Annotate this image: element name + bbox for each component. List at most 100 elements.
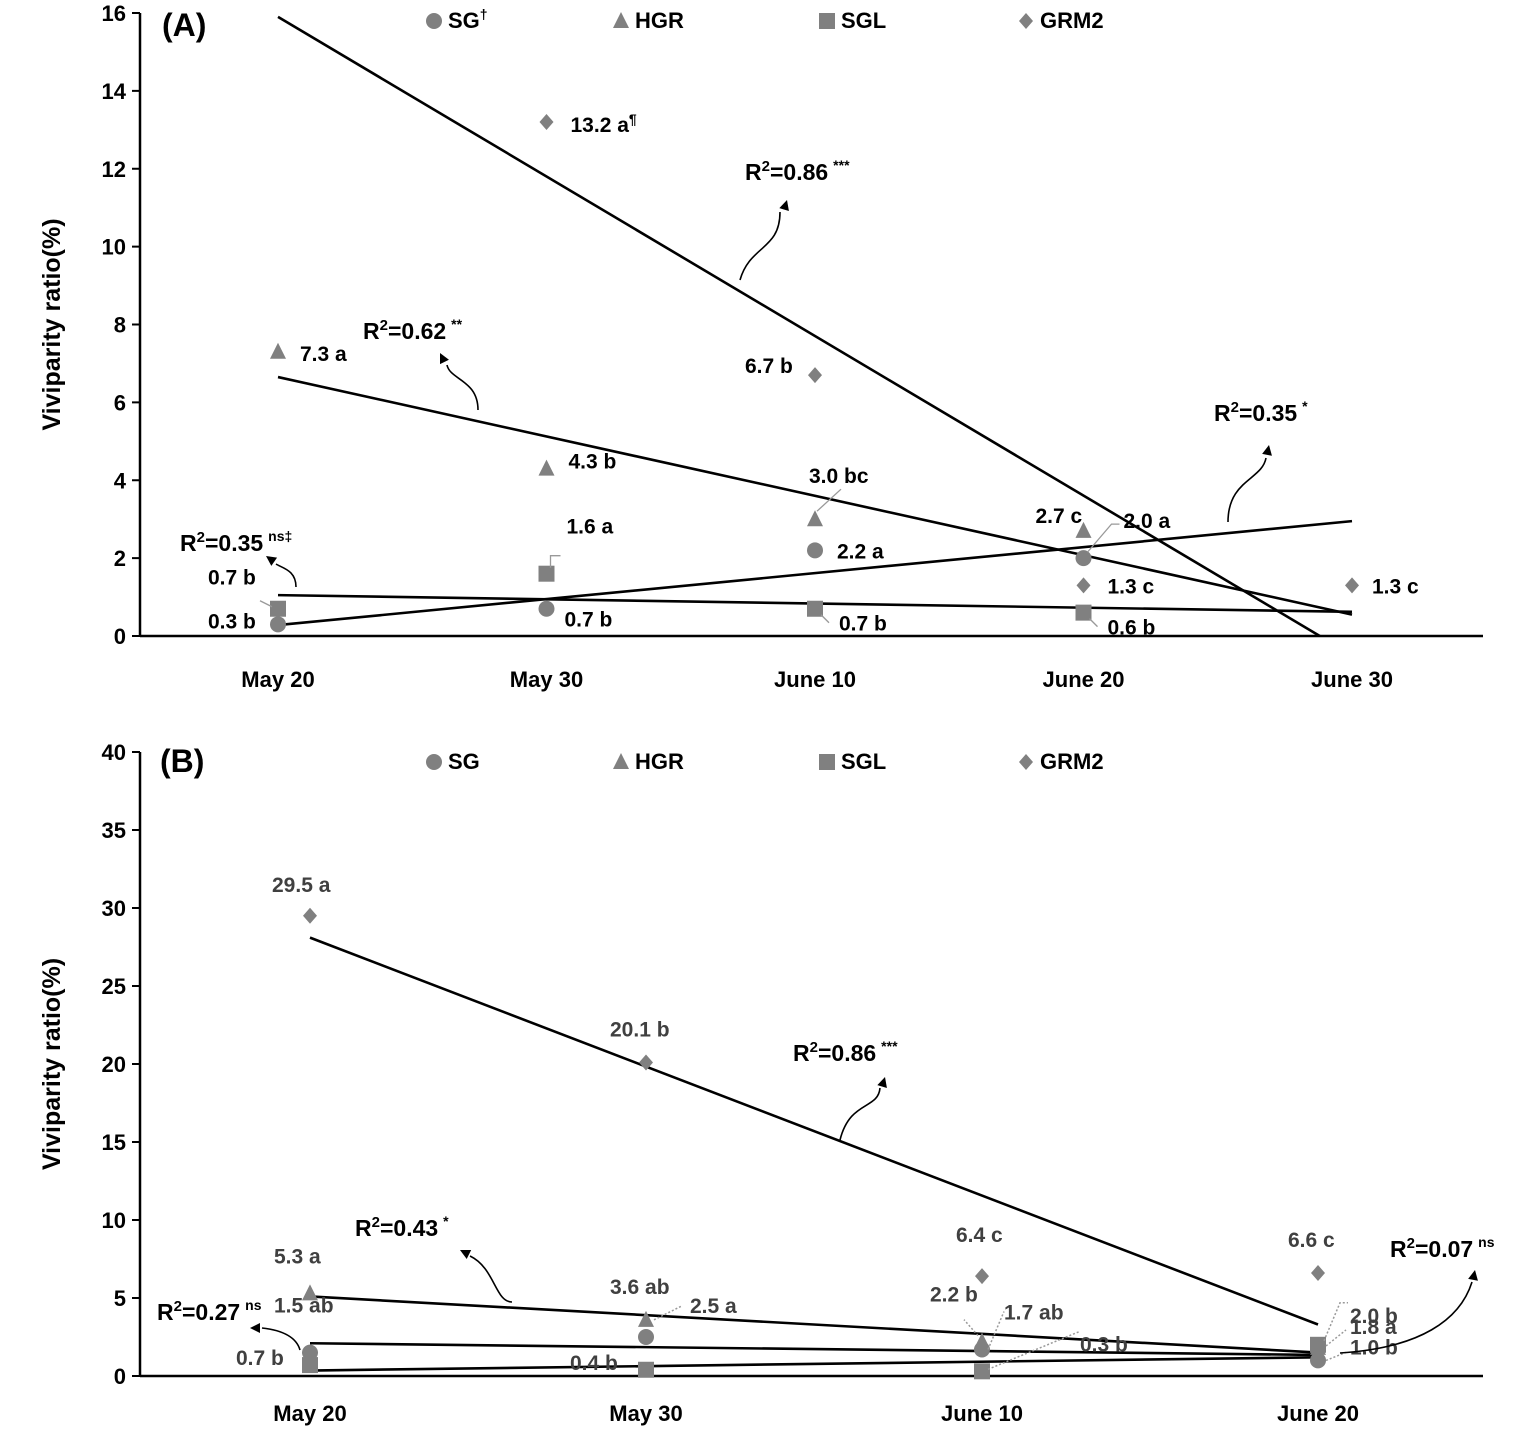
point-label: 2.0 a [1124,510,1171,533]
annotation-arrow-line [739,211,781,281]
trend-line [309,936,1319,1326]
grm2-point [1345,577,1359,594]
point-label: 2.7 c [1036,505,1083,528]
sg-point [807,542,823,559]
point-label: 0.7 b [236,1347,284,1370]
point-label: 1.7 ab [1004,1301,1064,1324]
sg-point [1310,1352,1326,1369]
trend-line-grm2 [277,15,1321,638]
y-axis-label: Viviparity ratio(%) [38,958,66,1170]
r2-annotation: R2=0.07 ns [1390,1234,1495,1262]
point-label: 2.2 a [837,540,884,563]
x-tick-label: June 20 [1277,1401,1359,1426]
point-label: 0.7 b [208,567,256,590]
point-label: 0.4 b [570,1352,618,1375]
y-tick-label: 40 [102,740,126,765]
point-label: 2.2 b [930,1284,978,1307]
sgl-point [807,600,823,617]
chart-panel-b: 0 5 10 15 20 25 30 35 40 May 20 May 30 June 10 June … [38,740,1495,1426]
leader-line [1325,1351,1347,1362]
point-label: 3.0 bc [809,465,869,488]
point-label: 1.5 ab [274,1295,334,1318]
sg-point [638,1329,654,1345]
y-tick-label: 35 [102,818,126,843]
point-label: 1.8 a [1350,1316,1397,1339]
sgl-point [638,1361,654,1378]
annotation-arrow-line [1339,1281,1473,1354]
y-tick-label: 16 [102,1,126,26]
y-tick-label: 12 [102,157,126,182]
trend-line [309,1341,1319,1357]
sgl-point [302,1357,318,1374]
point-label: 6.7 b [745,355,793,378]
leader-line [1325,1329,1347,1347]
legend-marker-sgl [819,754,835,770]
leader-line [963,1319,979,1337]
y-tick-label: 20 [102,1052,126,1077]
sg-point [538,600,555,617]
sgl-point [974,1363,990,1380]
grm2-point [539,114,554,131]
y-tick-label: 0 [114,624,126,649]
hgr-point [974,1332,990,1349]
leader-line [1089,618,1098,628]
point-label: 5.3 a [274,1245,321,1268]
leader-line [987,1330,1081,1371]
point-label: 0.3 b [208,610,256,633]
y-tick-label: 10 [102,235,126,260]
annotation-arrow-head [779,200,789,212]
legend-label: SG [448,749,480,774]
point-label: 1.3 c [1372,575,1419,598]
annotation-arrow-line [261,1327,301,1351]
legend-marker-grm2 [1019,13,1033,29]
trend-line-sg [277,519,1353,627]
legend-marker-hgr [613,753,629,769]
annotation-arrow-head [1468,1270,1478,1281]
r2-annotation: R2=0.27 ns [157,1297,262,1325]
hgr-point [270,342,286,359]
r2-annotation: R2=0.86 *** [745,157,850,185]
leader-line [259,600,273,608]
annotation-arrow-line [446,364,479,411]
annotation-arrow-head [1262,445,1272,456]
point-label: 2.5 a [690,1295,737,1318]
point-label: 1.6 a [567,516,614,539]
leader-line [987,1311,1005,1350]
y-axis-label: Viviparity ratio(%) [38,218,66,430]
legend-label: HGR [635,749,684,774]
legend-marker-hgr [613,12,629,28]
point-label: 4.3 b [569,451,617,474]
y-tick-label: 8 [114,313,126,338]
r2-annotation: R2=0.43 * [355,1213,449,1241]
annotation-arrow-line [839,1087,881,1141]
grm2-point [808,367,822,384]
grm2-point [1311,1265,1325,1282]
sg-point [1075,550,1092,567]
y-tick-label: 2 [114,546,126,571]
annotation-arrow-line [469,1255,513,1303]
hgr-point [1075,521,1092,538]
trend-line-hgr [277,375,1353,616]
grm2-point [639,1054,653,1071]
hgr-point [807,510,823,527]
annotation-arrow-head [266,556,278,566]
legend-label: GRM2 [1040,8,1104,33]
y-tick-label: 25 [102,974,126,999]
legend-marker-sgl [819,13,835,29]
sgl-point [538,565,555,582]
annotation-arrow-line [275,563,297,588]
legend-label: HGR [635,8,684,33]
chart-panel-a: 0 2 4 6 8 10 12 14 16 May 20 May 30 June 10 June 20 J… [38,1,1483,692]
legend-label: SGL [841,8,886,33]
r2-annotation: R2=0.35 ns‡ [180,528,292,556]
point-label: 2.0 b [1350,1305,1398,1328]
sg-point [302,1344,318,1361]
grm2-point [303,907,317,924]
point-label: 0.6 b [1108,617,1156,640]
leader-line [653,1305,683,1321]
grm2-point [1076,577,1091,594]
hgr-point [538,459,555,476]
legend-label: SG† [448,6,488,33]
legend-marker-sg [426,754,442,770]
